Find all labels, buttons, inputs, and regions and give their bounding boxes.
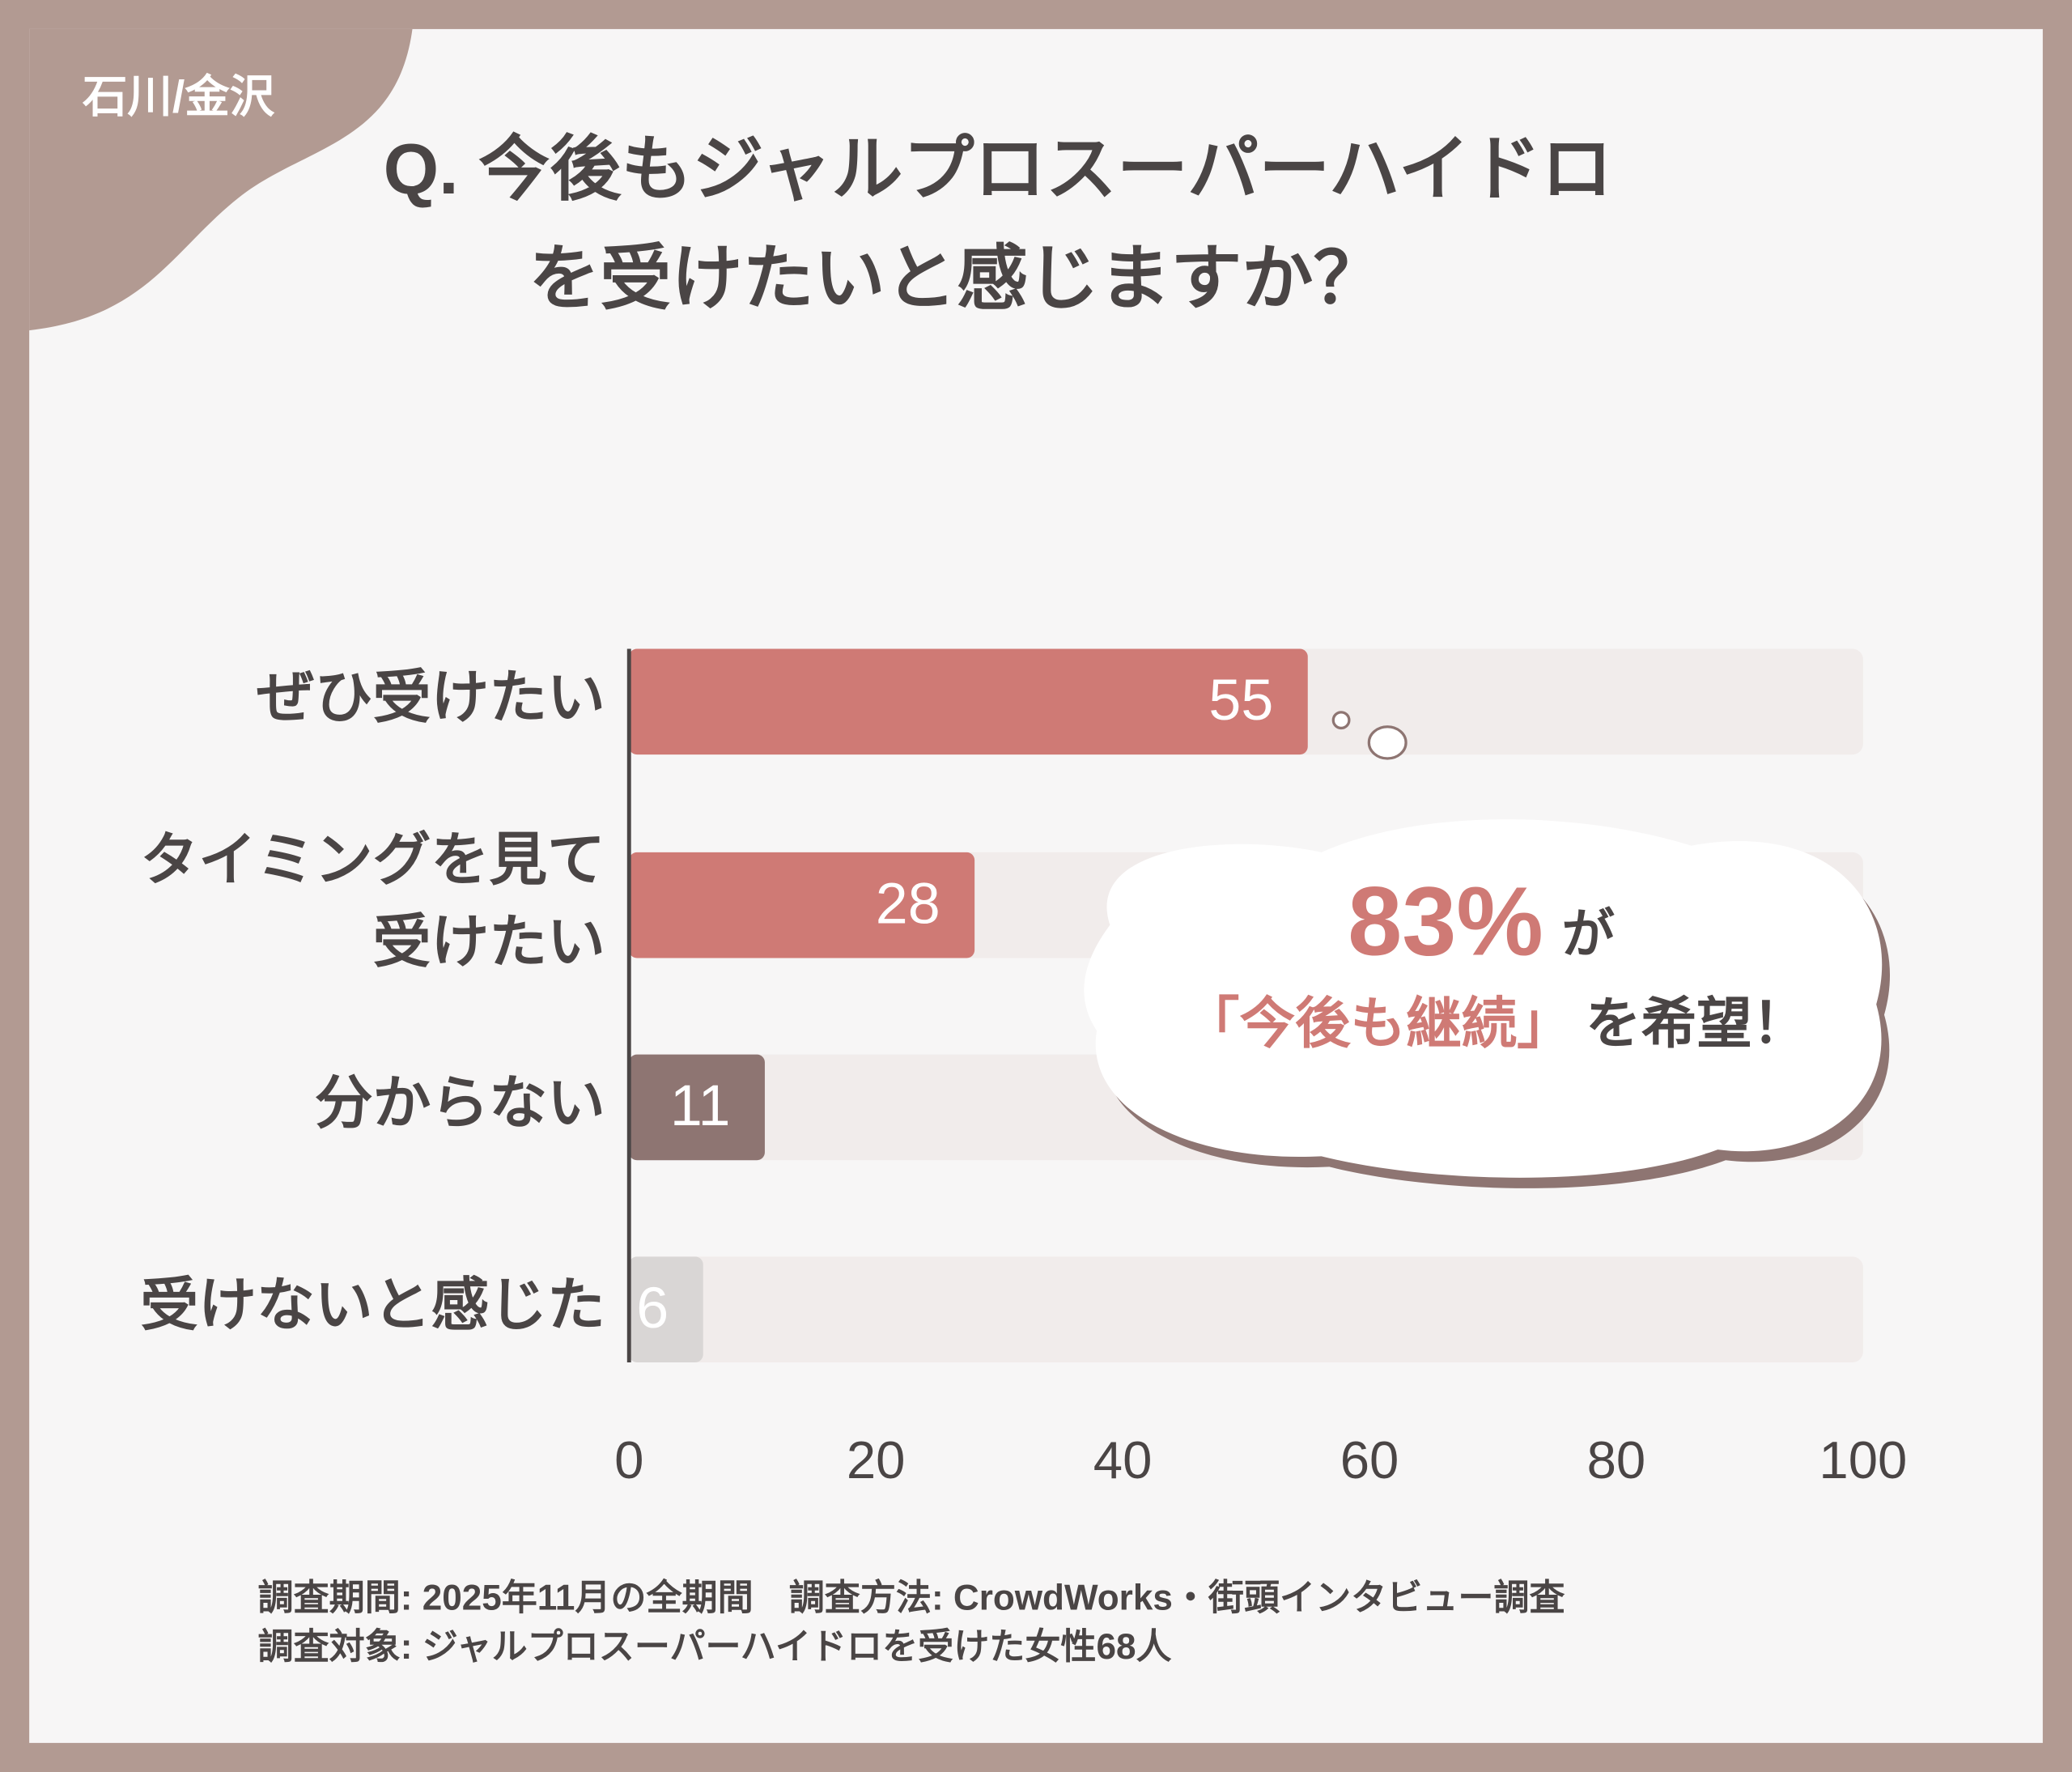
- tag: 石川/金沢: [83, 72, 275, 122]
- bar: [629, 1054, 765, 1161]
- callout-text: を希望！: [1586, 992, 1807, 1055]
- title-line: Q. 今後もジャルプロスーパーハイドロ: [384, 129, 1613, 209]
- value-label: 6: [636, 1276, 669, 1341]
- footer-line: 調査対象: ジャルプロスーパーハイドロを受けた女性68人: [258, 1627, 1172, 1667]
- bar: [629, 1256, 703, 1362]
- bubble-dot: [1331, 711, 1351, 730]
- title-line: を受けたいと感じますか？: [529, 238, 1385, 318]
- callout-highlight: 83%: [1348, 866, 1543, 975]
- x-tick-label: 60: [1340, 1430, 1399, 1489]
- bar: [629, 648, 1308, 755]
- y-tick-label: ぜひ受けたい: [257, 665, 605, 730]
- y-tick-label: 受けないと感じた: [140, 1273, 605, 1338]
- value-label: 11: [670, 1073, 731, 1138]
- footer-line: 調査期間: 2025年11月の全期間 調査方法: CrowdWorks・街頭イン…: [258, 1577, 1565, 1617]
- callout-text: が: [1562, 904, 1615, 963]
- callout-cloud: [1084, 819, 1883, 1178]
- y-tick-label: タイミングを見て受けたい: [140, 828, 605, 975]
- label-line: ぜひ受けたい: [257, 665, 605, 730]
- x-tick-label: 20: [847, 1430, 906, 1489]
- tag-shape: [29, 28, 413, 331]
- label-line: 分からない: [315, 1071, 605, 1136]
- bar-track: [629, 1256, 1863, 1362]
- label-line: 受けたい: [373, 910, 605, 975]
- x-tick-label: 80: [1587, 1430, 1646, 1489]
- bar: [629, 852, 975, 958]
- callout: 83% が 「今後も継続」 を希望！: [1084, 711, 1891, 1188]
- x-tick-label: 100: [1819, 1430, 1907, 1489]
- x-tick-label: 40: [1093, 1430, 1153, 1489]
- bubble-dot: [1367, 725, 1408, 760]
- callout-quote: 「今後も継続」: [1184, 992, 1573, 1055]
- y-tick-label: 分からない: [315, 1071, 605, 1136]
- label-line: 受けないと感じた: [140, 1273, 605, 1338]
- value-label: 55: [1208, 668, 1273, 733]
- value-label: 28: [876, 871, 940, 936]
- label-line: タイミングを見て: [140, 828, 605, 893]
- x-tick-label: 0: [614, 1430, 643, 1489]
